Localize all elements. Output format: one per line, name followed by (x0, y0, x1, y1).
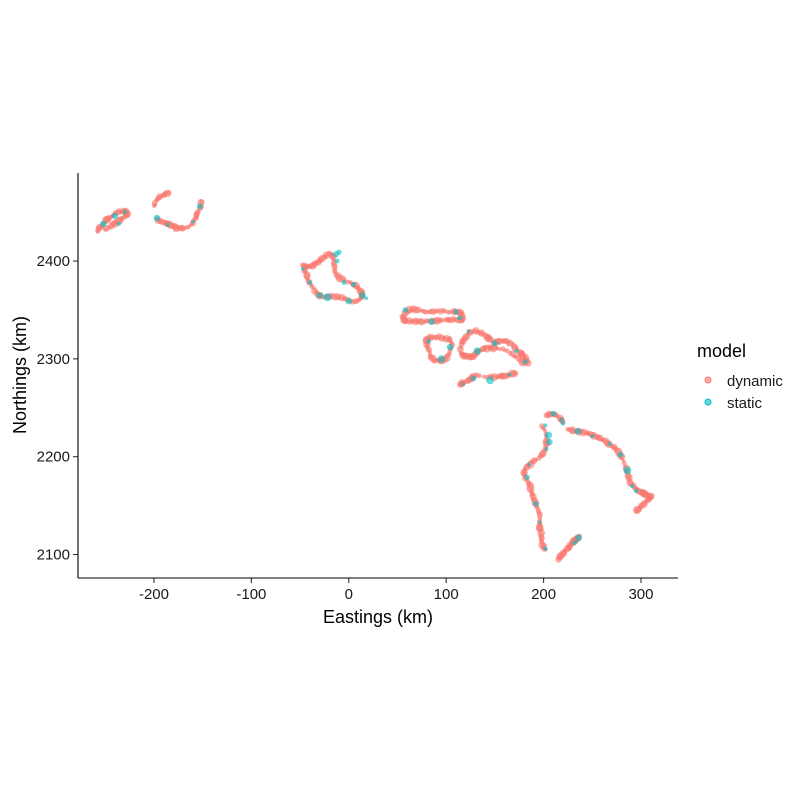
legend-key-static (704, 398, 712, 406)
legend: model dynamic static (697, 341, 783, 412)
data-point-static (538, 520, 542, 524)
data-point-dynamic (311, 287, 318, 295)
legend-title: model (697, 341, 746, 361)
data-point-static (590, 434, 595, 439)
data-point-static (491, 340, 498, 347)
data-point-static (364, 296, 369, 301)
data-point-dynamic (199, 199, 204, 204)
data-point-static (428, 318, 435, 326)
data-point-static (359, 292, 366, 299)
data-point-static (524, 474, 530, 480)
y-tick-label: 2400 (37, 253, 70, 270)
data-point-static (457, 315, 463, 321)
x-tick-label: -200 (139, 586, 169, 603)
data-point-static (543, 423, 548, 428)
data-point-static (345, 298, 352, 305)
x-axis-ticks: -200 -100 0 100 200 300 (139, 578, 654, 603)
data-point-static (543, 546, 548, 551)
data-point-static (617, 451, 624, 458)
data-points (95, 189, 655, 563)
data-point-static (507, 372, 512, 377)
x-tick-label: -100 (236, 586, 266, 603)
x-tick-label: 100 (434, 586, 459, 603)
data-point-static (426, 339, 431, 344)
data-point-static (336, 249, 342, 255)
legend-entries: dynamic static (704, 373, 783, 412)
y-tick-label: 2200 (37, 449, 70, 466)
legend-label-dynamic: dynamic (727, 373, 783, 390)
data-point-static (196, 203, 203, 210)
data-point-static (574, 428, 581, 435)
data-point-static (572, 540, 578, 546)
data-point-static (544, 446, 549, 451)
y-tick-label: 2300 (37, 351, 70, 368)
x-tick-label: 200 (531, 586, 556, 603)
data-point-static (527, 462, 531, 467)
data-point-dynamic (166, 190, 171, 195)
data-point-static (466, 329, 471, 334)
data-point-static (116, 221, 121, 226)
data-point-dynamic (633, 509, 639, 514)
data-point-static (560, 421, 566, 426)
data-point-static (522, 359, 528, 365)
data-point-static (453, 309, 459, 315)
data-point-static (351, 281, 357, 288)
x-tick-label: 0 (345, 586, 353, 603)
data-point-static (533, 501, 539, 507)
data-point-static (100, 220, 107, 228)
y-axis-ticks: 2100 2200 2300 2400 (37, 253, 78, 564)
data-point-static (630, 484, 635, 488)
data-point-static (470, 375, 477, 382)
data-point-static (316, 292, 323, 299)
x-tick-label: 300 (628, 586, 653, 603)
data-point-static (323, 293, 332, 302)
data-point-static (623, 466, 632, 475)
data-point-static (122, 209, 128, 215)
x-axis-title: Eastings (km) (323, 607, 433, 627)
data-point-static (462, 382, 466, 386)
data-point-static (544, 431, 553, 439)
data-point-static (307, 280, 313, 285)
data-point-dynamic (622, 461, 627, 466)
data-point-static (334, 258, 340, 264)
data-point-static (301, 267, 305, 271)
data-point-static (165, 222, 170, 227)
data-point-static (473, 347, 482, 355)
legend-label-static: static (727, 395, 763, 412)
data-point-static (341, 280, 347, 285)
data-point-static (546, 438, 553, 446)
data-point-static (191, 220, 195, 224)
y-tick-label: 2100 (37, 547, 70, 564)
y-axis-title: Northings (km) (10, 316, 30, 434)
data-point-static (437, 355, 445, 363)
data-point-dynamic (476, 373, 482, 379)
data-point-static (559, 417, 564, 422)
data-point-dynamic (458, 350, 463, 356)
data-point-static (111, 212, 119, 220)
data-point-static (575, 534, 583, 542)
data-point-static (514, 348, 519, 354)
data-point-static (633, 488, 639, 494)
data-point-static (607, 442, 612, 446)
data-point-dynamic (513, 371, 518, 376)
data-point-static (550, 410, 557, 417)
data-point-static (486, 376, 494, 385)
data-point-dynamic (103, 227, 108, 232)
data-point-static (446, 343, 454, 351)
data-point-static (402, 307, 409, 313)
legend-key-dynamic (704, 376, 712, 384)
data-point-dynamic (400, 315, 406, 321)
data-point-static (153, 214, 161, 222)
